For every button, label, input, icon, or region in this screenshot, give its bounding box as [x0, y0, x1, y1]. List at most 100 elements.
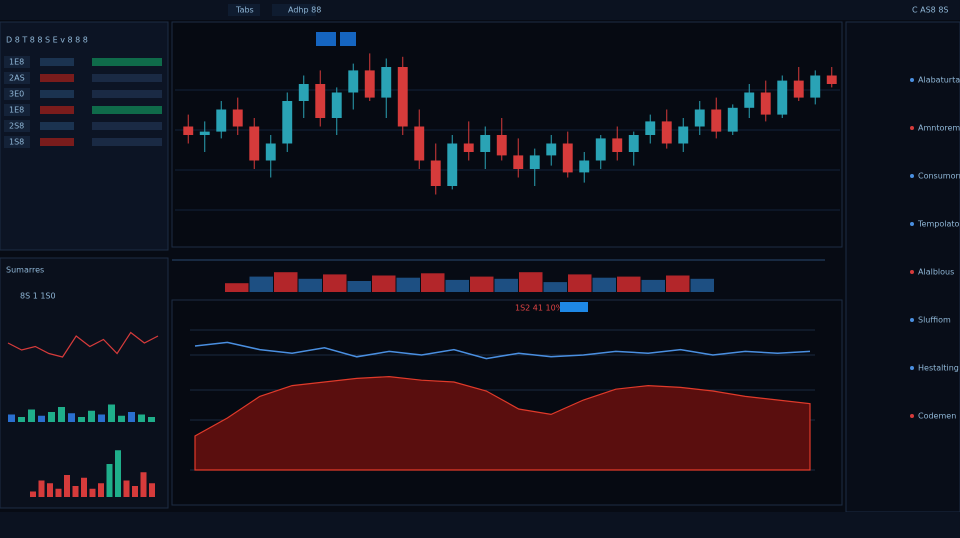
candle-panel [171, 21, 843, 248]
row-label: 1S8 [9, 138, 24, 147]
row-bar [40, 122, 74, 130]
row-label: Codemen [918, 412, 956, 421]
candle-body [463, 143, 474, 152]
volume-bar [421, 273, 445, 292]
candle-body [777, 80, 788, 115]
candle-body [298, 84, 309, 101]
tab-label[interactable]: Adhp 88 [288, 6, 321, 15]
row-box [4, 136, 30, 148]
bar [108, 404, 115, 422]
candle-body [694, 109, 705, 127]
row-box [4, 72, 30, 84]
row-box [4, 104, 30, 116]
bar [30, 491, 36, 497]
bar [89, 488, 96, 497]
row-label: 1E8 [9, 106, 24, 115]
row-bar [40, 106, 74, 114]
tab[interactable] [272, 4, 316, 16]
row-label: Hestalting [918, 364, 959, 373]
row-bar [92, 138, 162, 146]
bar [118, 415, 125, 422]
bar [58, 407, 65, 422]
candle-body [595, 138, 606, 161]
volume-bar [470, 276, 494, 292]
volume-bar [641, 279, 665, 292]
bar [55, 488, 62, 497]
button[interactable] [316, 32, 336, 46]
volume-bar [445, 279, 469, 292]
candle-body [760, 92, 771, 115]
candle-body [645, 121, 656, 135]
volume-bar [617, 276, 641, 292]
bar [28, 409, 35, 422]
volume-bar [690, 278, 714, 292]
dot [910, 126, 914, 130]
top-bar [0, 0, 960, 20]
candle-body [232, 109, 243, 127]
candle-body [397, 67, 408, 127]
bar [106, 464, 113, 497]
row-label: Sluffiom [918, 316, 951, 325]
candle-body [628, 135, 639, 152]
volume-bar [298, 278, 322, 292]
bar [8, 414, 15, 422]
candle-body [546, 143, 557, 156]
candle-body [249, 126, 260, 161]
volume-bar [568, 274, 592, 292]
candle-body [826, 75, 837, 84]
tab-label[interactable]: Tabs [235, 6, 254, 15]
candle-body [480, 135, 491, 152]
bar [148, 417, 155, 422]
row-box [4, 88, 30, 100]
bar [123, 480, 130, 497]
candle-body [282, 101, 293, 144]
bar [78, 417, 85, 422]
candle-body [331, 92, 342, 118]
candle-body [727, 107, 738, 132]
dot [910, 174, 914, 178]
candle-body [744, 92, 755, 108]
volume-bar [519, 272, 543, 292]
bar [38, 480, 45, 497]
panel-title: D 8 T 8 8 S E v 8 8 8 [6, 36, 88, 45]
chart-title: 1S2 41 10% [515, 304, 564, 313]
row-label: Alalblous [918, 268, 954, 277]
tab[interactable] [228, 4, 260, 16]
candle-body [529, 155, 540, 169]
volume-bar [225, 283, 249, 292]
row-bar [92, 90, 162, 98]
bar [81, 477, 87, 497]
volume-bar [396, 277, 420, 292]
row-bar [92, 106, 162, 114]
candle-body [315, 84, 326, 118]
candle-body [513, 155, 524, 169]
candle-body [447, 143, 458, 186]
candle-body [562, 143, 573, 173]
bar [128, 412, 135, 422]
volume-bar [323, 274, 347, 292]
volume-bar [666, 275, 690, 292]
bar [72, 486, 79, 497]
button[interactable] [340, 32, 356, 46]
bar [98, 414, 105, 422]
candle-body [414, 126, 425, 161]
candle-body [199, 131, 210, 135]
dot [910, 270, 914, 274]
bar [138, 414, 145, 422]
volume-bar [347, 281, 371, 292]
row-bar [40, 58, 74, 66]
candle-body [265, 143, 276, 161]
bar [98, 483, 104, 497]
bar [88, 410, 95, 422]
candle-body [678, 126, 689, 144]
line [7, 331, 159, 358]
bar [115, 450, 121, 497]
row-label: 1E8 [9, 58, 24, 67]
row-box [4, 120, 30, 132]
bar [68, 413, 75, 422]
row-bar [92, 122, 162, 130]
bar [38, 415, 45, 422]
panel-header: C AS8 8S [912, 6, 948, 15]
button[interactable] [560, 302, 588, 312]
